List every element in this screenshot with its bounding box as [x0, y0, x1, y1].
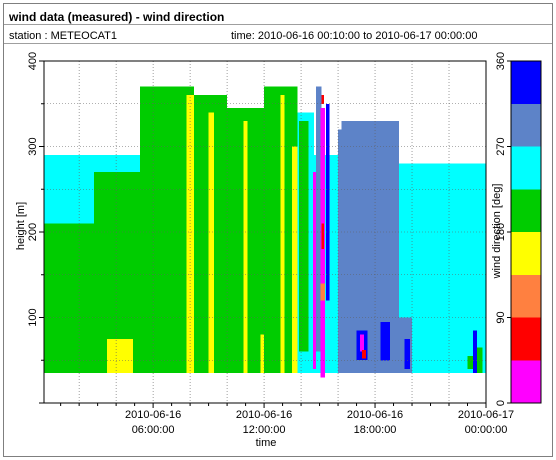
heatmap-cell [140, 86, 194, 373]
x-tick-label-date: 2010-06-17 [458, 409, 514, 421]
colorbar-bin [511, 189, 541, 232]
y-tick-label: 200 [27, 223, 39, 241]
time-range-label: time: 2010-06-16 00:10:00 to 2010-06-17 … [231, 30, 478, 42]
y-tick-label: 300 [27, 137, 39, 155]
heatmap-cell [404, 338, 411, 369]
colorbar-bin [511, 232, 541, 275]
x-tick-label-date: 2010-06-16 [347, 409, 403, 421]
x-tick-label-date: 2010-06-16 [236, 409, 292, 421]
heatmap-cell [260, 334, 265, 374]
x-axis-label: time [256, 437, 277, 449]
heatmap-cells [44, 86, 486, 378]
heatmap-cell [321, 223, 325, 250]
colorbar-tick-label: 90 [495, 311, 507, 323]
x-axis: 2010-06-16 06:00:00 2010-06-16 12:00:00 2010… [60, 403, 514, 436]
x-tick-label-time: 12:00:00 [243, 424, 286, 436]
x-tick-label-date: 2010-06-16 [125, 409, 181, 421]
colorbar-label: wind direction [deg] [491, 184, 503, 280]
colorbar: 0 90 180 270 360 [495, 52, 542, 406]
heatmap-cell [208, 112, 215, 374]
x-tick-label-time: 00:00:00 [465, 424, 508, 436]
y-axis-label: height [m] [15, 202, 27, 250]
y-tick-label: 100 [27, 308, 39, 326]
heatmap-cell [467, 356, 473, 369]
heatmap-cell [380, 321, 390, 361]
station-label: station : METEOCAT1 [9, 30, 117, 42]
colorbar-bin [511, 146, 541, 190]
colorbar-tick-label: 180 [495, 223, 507, 241]
colorbar-tick-label: 360 [495, 52, 507, 70]
heatmap-cell [313, 172, 316, 369]
colorbar-bin [511, 61, 541, 104]
x-tick-label-time: 18:00:00 [354, 424, 397, 436]
heatmap-cell [399, 163, 486, 374]
plot-grid [44, 61, 486, 403]
heatmap-cell [338, 129, 348, 374]
heatmap-cell [280, 95, 285, 374]
heatmap-cell [360, 334, 364, 352]
heatmap-cell [44, 223, 94, 373]
x-tick-label-time: 06:00:00 [132, 424, 175, 436]
colorbar-tick-label: 0 [495, 400, 507, 406]
heatmap-cell [123, 364, 133, 374]
colorbar-bin [511, 103, 541, 147]
heatmap-cell [243, 120, 248, 374]
heatmap-cell [299, 120, 309, 352]
heatmap-cell [315, 86, 322, 352]
heatmap-cell [186, 95, 194, 374]
colorbar-bin [511, 274, 541, 318]
heatmap-cell [473, 330, 477, 374]
colorbar-bin [511, 317, 541, 361]
y-axis: 100 200 300 400 [27, 52, 44, 404]
chart-title: wind data (measured) - wind direction [9, 10, 225, 24]
colorbar-tick-label: 270 [495, 137, 507, 155]
heatmap-cell [320, 283, 326, 301]
heatmap-cell [291, 146, 298, 374]
heatmap-cell [341, 120, 399, 374]
heatmap-cell [362, 350, 366, 359]
header-divider [4, 24, 552, 25]
info-divider [4, 43, 552, 44]
colorbar-bin [511, 360, 541, 403]
heatmap-cell [321, 95, 325, 104]
heatmap-cell [326, 103, 330, 301]
y-tick-label: 400 [27, 52, 39, 70]
